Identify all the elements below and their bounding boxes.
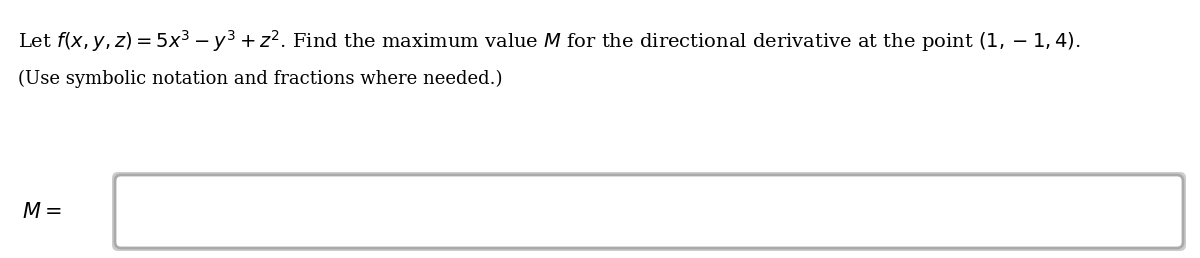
Text: $M =$: $M =$ — [22, 201, 61, 222]
Text: (Use symbolic notation and fractions where needed.): (Use symbolic notation and fractions whe… — [18, 70, 503, 88]
Text: Let $f(x, y, z) = 5x^3 - y^3 + z^2$. Find the maximum value $M$ for the directio: Let $f(x, y, z) = 5x^3 - y^3 + z^2$. Fin… — [18, 28, 1081, 54]
FancyBboxPatch shape — [112, 172, 1186, 251]
FancyBboxPatch shape — [115, 175, 1183, 248]
